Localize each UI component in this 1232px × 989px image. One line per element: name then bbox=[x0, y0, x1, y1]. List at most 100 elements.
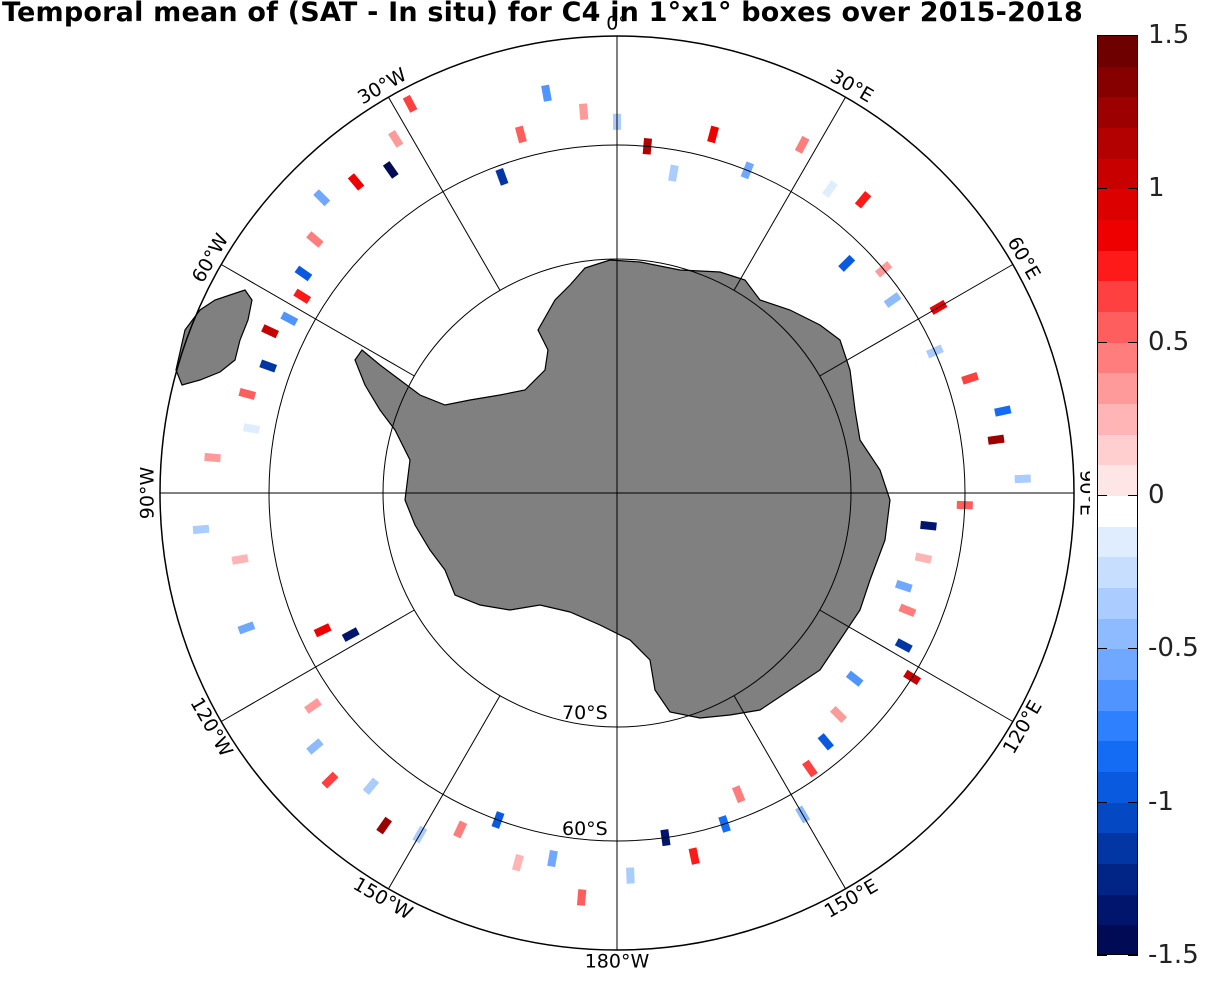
colorbar-tick-label: -1 bbox=[1148, 786, 1174, 817]
colorbar-band bbox=[1098, 864, 1137, 896]
colorbar-band bbox=[1098, 802, 1137, 834]
data-box bbox=[883, 292, 902, 308]
colorbar-band bbox=[1098, 680, 1137, 712]
data-box bbox=[231, 554, 249, 565]
colorbar-band bbox=[1098, 496, 1137, 528]
data-box bbox=[1014, 474, 1031, 484]
data-box bbox=[961, 372, 979, 385]
colorbar-tick-label: 0.5 bbox=[1148, 326, 1190, 357]
colorbar-tick-label: -1.5 bbox=[1148, 940, 1199, 970]
data-box bbox=[794, 135, 810, 154]
data-box bbox=[388, 129, 404, 148]
data-box bbox=[306, 231, 324, 248]
meridian-label: 90°W bbox=[137, 467, 159, 520]
meridian-label: 30°W bbox=[354, 64, 411, 109]
meridian-label: 180°W bbox=[585, 951, 650, 973]
meridian-line bbox=[388, 96, 501, 291]
colorbar-band bbox=[1098, 66, 1137, 98]
colorbar-band bbox=[1098, 618, 1137, 650]
colorbar-band bbox=[1098, 404, 1137, 436]
colorbar-band bbox=[1098, 373, 1137, 405]
data-box bbox=[376, 816, 392, 835]
colorbar-band bbox=[1098, 710, 1137, 742]
data-box bbox=[987, 434, 1005, 445]
data-box bbox=[293, 288, 312, 304]
meridian-lines bbox=[160, 36, 1074, 950]
data-box bbox=[511, 853, 524, 872]
meridian-line bbox=[819, 609, 1014, 722]
data-box bbox=[192, 524, 210, 535]
data-box bbox=[994, 405, 1012, 417]
colorbar-band bbox=[1098, 250, 1137, 282]
colorbar-tick bbox=[1128, 341, 1138, 343]
data-box bbox=[707, 125, 720, 144]
antarctica-land bbox=[354, 259, 891, 719]
data-box bbox=[237, 621, 256, 635]
colorbar-tick bbox=[1128, 495, 1138, 496]
meridian-line bbox=[733, 695, 846, 890]
data-box bbox=[829, 705, 847, 723]
data-box bbox=[731, 785, 746, 804]
colorbar-band bbox=[1098, 434, 1137, 466]
colorbar-tick-label: 0 bbox=[1148, 480, 1165, 510]
meridian-line bbox=[220, 609, 415, 722]
data-box bbox=[541, 84, 552, 102]
meridian-line bbox=[819, 264, 1014, 377]
colorbar-tick bbox=[1128, 801, 1138, 803]
meridian-label: 0° bbox=[606, 13, 628, 35]
data-box bbox=[341, 627, 360, 642]
data-box bbox=[261, 324, 280, 339]
polar-map: 0°30°E60°E90°E120°E150°E180°W150°W120°W9… bbox=[137, 13, 1091, 973]
data-box bbox=[894, 638, 913, 653]
data-box bbox=[313, 189, 331, 207]
colorbar-tick bbox=[1128, 188, 1138, 190]
data-box bbox=[845, 670, 864, 687]
colorbar-band bbox=[1098, 342, 1137, 374]
data-box bbox=[894, 579, 913, 593]
data-box bbox=[313, 623, 332, 638]
meridian-line bbox=[220, 264, 415, 377]
meridian-label: 150°W bbox=[349, 873, 416, 924]
data-box bbox=[668, 164, 679, 182]
meridian-label: 150°E bbox=[821, 875, 882, 923]
colorbar-band bbox=[1098, 36, 1137, 68]
data-box bbox=[817, 733, 834, 751]
data-box bbox=[453, 820, 468, 839]
south-america-land bbox=[175, 289, 253, 386]
colorbar-band bbox=[1098, 649, 1137, 681]
colorbar-band bbox=[1098, 281, 1137, 313]
colorbar-band bbox=[1098, 526, 1137, 558]
colorbar-band bbox=[1098, 465, 1137, 497]
colorbar-band bbox=[1098, 220, 1137, 252]
colorbar-band bbox=[1098, 312, 1137, 344]
meridian-label: 60°W bbox=[188, 230, 233, 287]
meridian-label: 120°E bbox=[999, 697, 1047, 758]
data-box bbox=[304, 698, 322, 714]
colorbar-band bbox=[1098, 833, 1137, 865]
colorbar-tick-label: -0.5 bbox=[1148, 633, 1199, 664]
meridian-line bbox=[388, 695, 501, 890]
meridian-label: 90°E bbox=[1076, 470, 1091, 516]
colorbar-band bbox=[1098, 925, 1137, 954]
data-box bbox=[362, 777, 380, 795]
data-box bbox=[238, 387, 257, 400]
colorbar-tick-label: 1.5 bbox=[1148, 20, 1190, 50]
latitude-label: 70°S bbox=[562, 702, 608, 724]
colorbar-band bbox=[1098, 772, 1137, 804]
data-box bbox=[495, 168, 509, 186]
colorbar-tick bbox=[1128, 648, 1138, 650]
colorbar-band bbox=[1098, 894, 1137, 926]
data-box bbox=[802, 759, 818, 778]
data-box bbox=[514, 125, 527, 144]
meridian-label: 120°W bbox=[186, 694, 237, 761]
colorbar-band bbox=[1098, 189, 1137, 221]
colorbar-tick-label: 1 bbox=[1148, 173, 1165, 204]
data-box bbox=[822, 180, 838, 198]
data-box bbox=[382, 161, 399, 179]
data-box bbox=[854, 191, 872, 209]
data-box bbox=[280, 311, 299, 327]
colorbar-tick bbox=[1097, 188, 1107, 190]
colorbar-tick bbox=[1097, 341, 1107, 343]
colorbar-tick bbox=[1097, 801, 1107, 803]
colorbar-band bbox=[1098, 158, 1137, 190]
